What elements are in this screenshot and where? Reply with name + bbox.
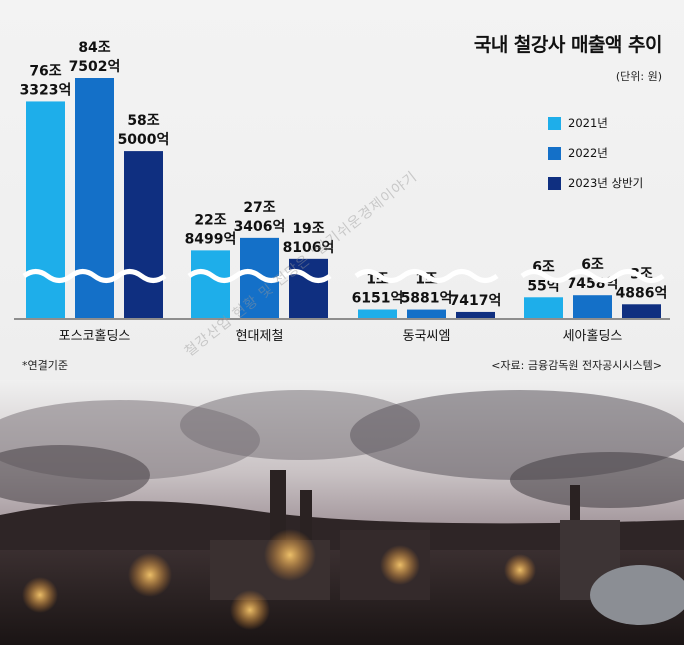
bar <box>358 309 397 318</box>
bar <box>289 258 328 318</box>
category-label: 세아홀딩스 <box>563 329 623 344</box>
data-label: 5881억 <box>401 291 453 307</box>
data-label: 3406억 <box>234 219 286 235</box>
category-label: 현대제철 <box>236 329 284 344</box>
bar <box>407 309 446 318</box>
bar <box>26 101 65 318</box>
data-label: 1조 <box>366 272 389 288</box>
axis-break-wave <box>22 269 167 283</box>
category-label: 포스코홀딩스 <box>59 329 131 344</box>
data-label: 22조 <box>194 212 226 228</box>
legend-item-2023h1: 2023년 상반기 <box>548 176 643 190</box>
data-label: 84조 <box>78 40 110 56</box>
bar <box>124 151 163 318</box>
axis-break-wave <box>187 269 332 283</box>
legend-item-2022: 2022년 <box>548 146 643 160</box>
steel-plant-illustration <box>0 380 684 645</box>
source-note: <자료: 금융감독원 전자공시시스템> <box>491 359 662 372</box>
legend-label: 2022년 <box>568 146 608 160</box>
data-label: 19조 <box>292 221 324 237</box>
data-label: 76조 <box>29 63 61 79</box>
legend: 2021년 2022년 2023년 상반기 <box>548 116 643 206</box>
data-label: 55억 <box>527 278 559 294</box>
category-label: 동국씨엠 <box>403 329 451 344</box>
data-label: 6151억 <box>352 291 404 307</box>
data-label: 3323억 <box>20 82 72 98</box>
chart-title: 국내 철강사 매출액 추이 <box>473 34 663 56</box>
axis-break-wave <box>354 269 499 283</box>
bar <box>191 250 230 318</box>
legend-swatch <box>548 176 561 190</box>
data-label: 58조 <box>127 113 159 129</box>
data-label: 7417억 <box>450 293 502 309</box>
legend-swatch <box>548 146 561 160</box>
bar <box>573 295 612 318</box>
data-label: 6조 <box>581 257 604 273</box>
data-label: 7502억 <box>69 59 121 75</box>
bar <box>456 311 495 318</box>
legend-label: 2023년 상반기 <box>568 176 644 190</box>
axis-break-wave <box>520 269 665 283</box>
data-label: 8106억 <box>283 240 335 256</box>
data-label: 1조 <box>415 272 438 288</box>
legend-swatch <box>548 116 561 130</box>
bar <box>524 297 563 318</box>
data-label: 8499억 <box>185 231 237 247</box>
data-label: 27조 <box>243 200 275 216</box>
data-label: 4886억 <box>616 285 668 301</box>
unit-label: (단위: 원) <box>615 70 662 83</box>
legend-label: 2021년 <box>568 116 608 130</box>
steel-plant-photo <box>0 380 684 645</box>
footnote: *연결기준 <box>22 359 68 372</box>
legend-item-2021: 2021년 <box>548 116 643 130</box>
bar <box>622 304 661 318</box>
data-label: 5000억 <box>118 132 170 148</box>
